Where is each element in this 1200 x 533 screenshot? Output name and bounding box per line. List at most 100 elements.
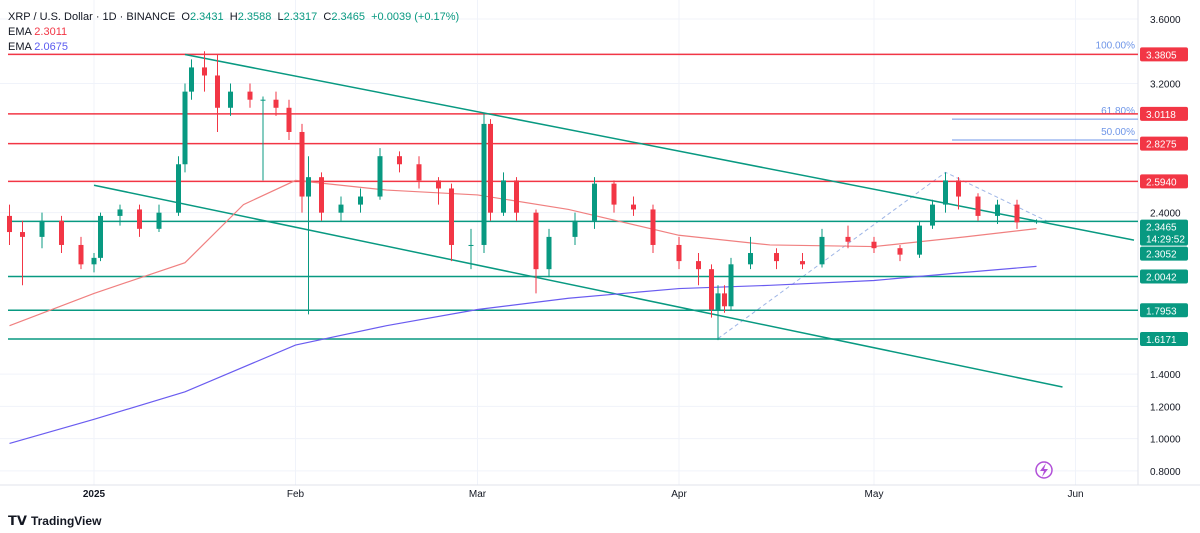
candle-body bbox=[917, 225, 922, 255]
support-price-tag: 1.7953 bbox=[1146, 306, 1177, 317]
candle-body bbox=[98, 215, 103, 258]
trendline-price-tag: 2.3052 bbox=[1146, 250, 1177, 261]
candle-body bbox=[202, 67, 207, 76]
candle-body bbox=[260, 99, 266, 101]
resistance-price-tag: 3.3805 bbox=[1146, 50, 1177, 61]
candle-body bbox=[319, 177, 324, 213]
candle-body bbox=[299, 131, 305, 197]
resistance-price-tag-bg bbox=[1140, 47, 1188, 62]
price-tick-label: 1.2000 bbox=[1150, 402, 1181, 413]
close-value: 2.3465 bbox=[331, 11, 365, 23]
fib-level-label: 100.00% bbox=[1096, 40, 1136, 51]
resistance-price-tag: 3.0118 bbox=[1146, 110, 1176, 121]
time-tick-label: Apr bbox=[671, 489, 687, 500]
candle-body bbox=[696, 261, 701, 270]
price-tick-label: 3.6000 bbox=[1150, 15, 1181, 26]
candle-body bbox=[228, 91, 233, 108]
candle-body bbox=[156, 212, 162, 229]
support-price-tag-bg bbox=[1140, 219, 1188, 246]
time-tick-label: Jun bbox=[1067, 489, 1083, 500]
candle-body bbox=[338, 204, 344, 213]
support-price-tag-bg bbox=[1140, 332, 1188, 347]
support-price-tag: 1.6171 bbox=[1146, 335, 1177, 346]
price-tick-label: 2.4000 bbox=[1150, 209, 1181, 220]
candle-body bbox=[871, 241, 877, 249]
candle-body bbox=[59, 220, 64, 245]
time-tick-label: Feb bbox=[287, 489, 305, 500]
candle-body bbox=[1034, 221, 1039, 223]
candle-body bbox=[488, 123, 493, 213]
candle-body bbox=[728, 264, 734, 307]
candle-body bbox=[7, 215, 12, 233]
candle-body bbox=[715, 293, 721, 310]
candle-body bbox=[182, 91, 188, 165]
high-value: 2.3588 bbox=[237, 11, 272, 23]
resistance-price-tag: 2.8275 bbox=[1146, 140, 1177, 151]
tradingview-logo[interactable]: 𝗧𝗩 TradingView bbox=[8, 513, 102, 528]
candle-body bbox=[572, 220, 578, 237]
ema-fast-legend[interactable]: EMA 2.3011 bbox=[8, 26, 68, 38]
candle-body bbox=[397, 156, 402, 165]
candle-body bbox=[247, 91, 253, 100]
open-value: 2.3431 bbox=[189, 11, 224, 23]
candle-body bbox=[800, 261, 805, 265]
price-tick-label: 1.4000 bbox=[1150, 370, 1181, 381]
resistance-price-tag-bg bbox=[1140, 174, 1188, 189]
candle-body bbox=[592, 183, 597, 221]
lightning-icon bbox=[1040, 463, 1048, 477]
candle-body bbox=[39, 220, 45, 237]
ema-slow-legend[interactable]: EMA 2.0675 bbox=[8, 41, 68, 53]
time-tick-label: May bbox=[865, 489, 884, 500]
fib-level-label: 50.00% bbox=[1101, 127, 1135, 138]
candle-body bbox=[137, 209, 142, 229]
time-tick-label: 2025 bbox=[83, 489, 106, 500]
candle-body bbox=[273, 99, 279, 108]
ema-slow-line bbox=[9, 265, 1037, 445]
change-value: +0.0039 (+0.17%) bbox=[371, 11, 460, 23]
candle-body bbox=[514, 180, 519, 213]
trendline bbox=[93, 184, 1063, 388]
candle-body bbox=[722, 293, 727, 307]
resistance-price-tag-bg bbox=[1140, 106, 1188, 121]
candle-body bbox=[306, 177, 311, 197]
candle-body bbox=[611, 183, 617, 205]
resistance-price-tag-bg bbox=[1140, 136, 1188, 151]
candle-body bbox=[215, 75, 220, 108]
candle-body bbox=[709, 269, 714, 310]
fib-path bbox=[717, 171, 1050, 339]
candle-body bbox=[468, 244, 474, 246]
candle-body bbox=[845, 236, 851, 242]
candle-body bbox=[377, 156, 383, 197]
candle-body bbox=[650, 209, 656, 245]
support-price-tag-bg bbox=[1140, 303, 1188, 318]
price-tick-label: 3.2000 bbox=[1150, 80, 1181, 91]
candle-body bbox=[533, 212, 539, 270]
support-price-tag: 2.3465 bbox=[1146, 223, 1177, 234]
candle-body bbox=[546, 236, 552, 270]
candle-body bbox=[956, 180, 961, 197]
candle-body bbox=[995, 204, 1000, 216]
candle-body bbox=[91, 257, 97, 265]
candle-body bbox=[189, 67, 194, 92]
trendline-price-tag-bg bbox=[1140, 246, 1188, 261]
candle-body bbox=[117, 209, 123, 216]
candle-body bbox=[819, 236, 825, 265]
candle-body bbox=[20, 232, 25, 237]
candle-body bbox=[631, 204, 636, 210]
candle-body bbox=[176, 164, 181, 213]
candle-body bbox=[748, 253, 753, 265]
price-tick-label: 0.8000 bbox=[1150, 467, 1181, 478]
symbol-title: XRP / U.S. Dollar · 1D · BINANCE bbox=[8, 11, 176, 23]
price-tick-label: 1.0000 bbox=[1150, 435, 1181, 446]
support-price-tag: 2.0042 bbox=[1146, 273, 1177, 284]
candle-body bbox=[481, 123, 487, 245]
time-tick-label: Mar bbox=[469, 489, 487, 500]
candle-body bbox=[286, 107, 292, 132]
candle-body bbox=[78, 244, 84, 265]
candle-body bbox=[358, 196, 363, 205]
fib-level-label: 61.80% bbox=[1101, 106, 1135, 117]
alert-icon bbox=[1035, 461, 1053, 479]
candle-body bbox=[1014, 204, 1020, 223]
tradingview-logo-icon: 𝗧𝗩 bbox=[8, 513, 27, 528]
